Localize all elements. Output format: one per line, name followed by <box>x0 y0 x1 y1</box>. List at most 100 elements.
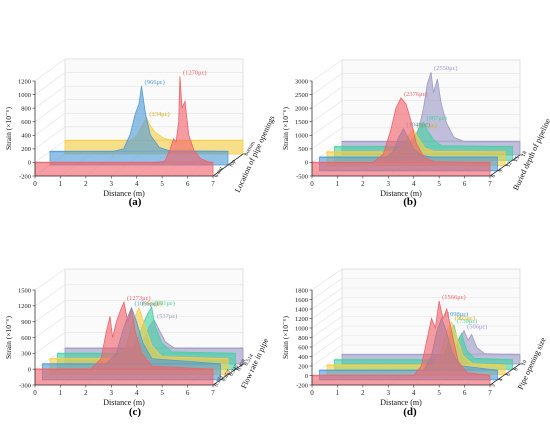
series-band-6 <box>327 364 505 366</box>
peak-annotation-12: (842με) <box>416 122 436 129</box>
x-axis-title: Distance (m) <box>380 398 422 407</box>
z-tick-label: 18 <box>521 150 529 158</box>
x-axis-title: Distance (m) <box>380 189 422 198</box>
peak-annotation-0.171: (1273με) <box>127 295 151 302</box>
x-tick-label: 2 <box>84 180 88 188</box>
y-tick-label: 1800 <box>295 287 308 294</box>
panel-label: (a) <box>129 196 142 208</box>
x-tick-label: 4 <box>135 389 139 397</box>
y-tick-label: 400 <box>298 354 308 361</box>
peak-annotation-0.514: (537με) <box>157 313 177 320</box>
peak-annotation-4: (1098με) <box>445 311 469 318</box>
side-gridline <box>311 100 343 122</box>
x-tick-label: 5 <box>437 180 441 188</box>
axes: 0 1 2 3 4 5 6 7-3000300600900120015000.1710.257… <box>18 287 255 397</box>
z-tick-label: 0.171 <box>214 374 226 388</box>
side-gridline <box>311 278 343 300</box>
z-tick-label: 8 <box>513 367 520 373</box>
side-gridline <box>311 335 343 357</box>
y-tick-label: -500 <box>296 173 308 180</box>
series-area-0.171 <box>34 300 214 386</box>
y-tick-label: 900 <box>21 319 31 326</box>
x-tick-label: 1 <box>336 389 340 397</box>
y-tick-label: 1200 <box>295 316 308 323</box>
peak-annotation-2: (1566με) <box>442 294 466 301</box>
side-gridline <box>311 73 343 95</box>
x-axis-title: Distance (m) <box>103 398 145 407</box>
side-gridline <box>311 297 343 319</box>
series-area-6 <box>311 97 491 177</box>
y-tick-label: 200 <box>21 146 31 153</box>
side-gridline <box>34 332 66 354</box>
peak-annotation-top: (966με) <box>145 79 165 86</box>
y-tick-label: -200 <box>296 382 308 389</box>
series-band-waist <box>35 161 213 164</box>
y-tick-label: -300 <box>19 382 31 389</box>
peak-annotation-15: (907με) <box>427 115 447 122</box>
y-tick-label: 600 <box>21 335 31 342</box>
side-gridline <box>311 325 343 348</box>
x-tick-label: 6 <box>186 180 190 188</box>
y-axis-title: Strain (×10⁻⁶) <box>281 315 290 359</box>
y-tick-label: -200 <box>19 173 31 180</box>
x-tick-label: 7 <box>488 389 492 397</box>
z-tick-label: 15 <box>513 155 521 163</box>
x-tick-label: 4 <box>412 180 416 188</box>
peak-annotation-10: (506με) <box>467 323 487 330</box>
x-tick-label: 7 <box>488 180 492 188</box>
y-tick-label: 0 <box>28 160 31 167</box>
x-tick-label: 2 <box>361 180 365 188</box>
panel-label: (c) <box>129 406 142 418</box>
y-axis-title: Strain (×10⁻⁶) <box>4 106 13 150</box>
x-tick-label: 4 <box>135 180 139 188</box>
x-tick-label: 1 <box>59 389 63 397</box>
side-gridline <box>311 316 343 338</box>
x-tick-label: 3 <box>110 180 114 188</box>
side-gridline <box>311 306 343 329</box>
y-tick-label: 3000 <box>295 78 308 85</box>
y-tick-label: 1000 <box>295 133 308 140</box>
side-gridline <box>311 127 343 150</box>
y-tick-label: 800 <box>21 105 31 112</box>
x-tick-label: 2 <box>361 389 365 397</box>
z-tick-label: 10 <box>521 359 529 367</box>
y-tick-label: 500 <box>298 146 308 153</box>
peak-annotation-0.257: (1066με) <box>135 301 159 308</box>
x-tick-label: 3 <box>110 389 114 397</box>
peak-annotation-18: (2550με) <box>434 65 458 72</box>
x-tick-label: 1 <box>59 180 63 188</box>
x-tick-label: 5 <box>160 180 164 188</box>
y-axis-title: Strain (×10⁻⁶) <box>281 106 290 150</box>
peak-annotation-6: (905με) <box>455 315 475 322</box>
axes: 0 1 2 3 4 5 6 7-2000200400600800100012001400160… <box>295 287 529 397</box>
x-tick-label: 4 <box>412 389 416 397</box>
z-tick-label: 12 <box>506 161 514 169</box>
z-tick-label: waist <box>214 166 225 179</box>
y-tick-label: 400 <box>21 133 31 140</box>
side-gridline <box>311 86 343 109</box>
series-band-2 <box>312 374 490 377</box>
x-tick-label: 6 <box>186 389 190 397</box>
y-tick-label: 600 <box>298 344 308 351</box>
side-gridline <box>34 284 66 307</box>
chart-panel-2: (2550με) (907με)(842με)(1048με) (2376με) 0 1… <box>281 59 550 208</box>
series-area-top <box>49 85 229 166</box>
y-tick-label: 1200 <box>18 303 31 310</box>
series-area-18 <box>341 72 521 156</box>
peak-annotation-0.428: (881με) <box>155 300 175 307</box>
axes: 0 1 2 3 4 5 6 7-5000500100015002000250030006912… <box>295 78 529 188</box>
y-tick-label: 1500 <box>295 119 308 126</box>
side-gridline <box>34 85 66 109</box>
y-tick-label: 2500 <box>295 92 308 99</box>
side-gridline <box>34 300 66 322</box>
peak-annotation-0.342: (966με) <box>142 301 162 308</box>
z-tick-label: 0.342 <box>229 364 241 378</box>
series-area-waist <box>34 76 214 177</box>
x-tick-label: 0 <box>310 180 314 188</box>
x-tick-label: 3 <box>387 389 391 397</box>
y-tick-label: 300 <box>21 351 31 358</box>
peak-annotation-bottom: (334με) <box>149 111 169 118</box>
z-tick-label: 6 <box>491 173 498 179</box>
peak-annotation-6: (2376με) <box>404 91 428 98</box>
